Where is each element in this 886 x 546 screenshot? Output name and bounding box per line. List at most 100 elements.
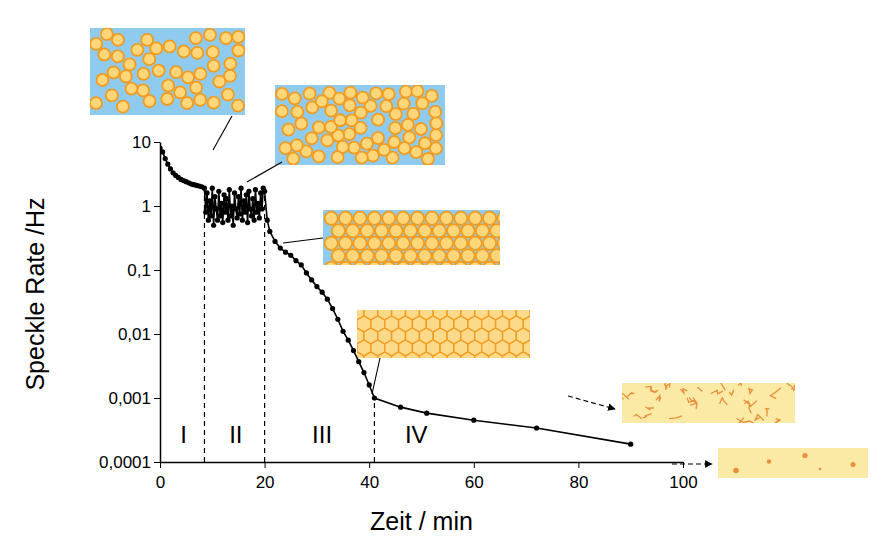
particle: [375, 224, 388, 237]
crack: [787, 383, 792, 390]
particle: [313, 121, 325, 133]
y-tick-label: 0,01: [118, 325, 151, 344]
data-point: [219, 201, 224, 206]
particle: [276, 105, 288, 117]
background: [0, 0, 886, 546]
dot: [802, 453, 807, 458]
crack: [656, 396, 661, 402]
crack: [680, 389, 687, 393]
particle: [430, 129, 442, 141]
y-tick: 0,0001: [99, 453, 160, 472]
hexagon: [357, 352, 364, 358]
crack: [635, 415, 642, 419]
y-tick-label: 10: [132, 133, 151, 152]
particle: [454, 237, 467, 250]
hexagon: [447, 352, 461, 358]
data-point: [242, 210, 247, 215]
x-tick: 40: [360, 462, 379, 492]
crack: [711, 391, 723, 394]
crack: [714, 383, 726, 390]
data-point: [163, 156, 168, 161]
crack: [738, 383, 741, 386]
data-point: [250, 196, 255, 201]
particle: [353, 262, 366, 265]
particle: [339, 212, 352, 225]
crack: [669, 416, 682, 419]
x-axis: 020406080100: [156, 462, 698, 492]
particle: [398, 98, 410, 110]
inset-background: [323, 210, 500, 265]
particle: [313, 150, 325, 162]
particle: [125, 83, 137, 95]
particle: [404, 249, 417, 262]
particle: [476, 249, 489, 262]
particle: [143, 95, 155, 107]
inset: [90, 28, 245, 115]
data-layer: [160, 146, 633, 447]
particle: [469, 262, 482, 265]
particle: [418, 249, 431, 262]
data-point: [628, 442, 633, 447]
particle: [325, 262, 338, 265]
x-tick-label: 20: [256, 473, 275, 492]
particle: [90, 97, 102, 109]
data-point: [299, 262, 304, 267]
particle: [411, 85, 423, 97]
data-point: [224, 196, 229, 201]
particle: [287, 153, 299, 165]
data-point: [424, 411, 429, 416]
dot: [851, 462, 856, 467]
particle: [400, 86, 412, 98]
particle: [112, 50, 124, 62]
data-point: [314, 284, 319, 289]
x-tick: 80: [569, 462, 588, 492]
data-point: [351, 348, 356, 353]
hexagon: [392, 352, 406, 358]
particle: [339, 262, 352, 265]
particle: [447, 249, 460, 262]
particle: [143, 53, 155, 65]
region-label: II: [229, 421, 242, 448]
particle: [469, 212, 482, 225]
particle: [367, 150, 379, 162]
data-point: [203, 210, 208, 215]
particle: [469, 237, 482, 250]
particle: [433, 249, 446, 262]
data-point: [356, 359, 361, 364]
particle: [389, 249, 402, 262]
particle: [191, 47, 203, 59]
data-point: [304, 270, 309, 275]
particle: [368, 262, 381, 265]
particle: [440, 237, 453, 250]
particle: [339, 237, 352, 250]
particle: [108, 66, 120, 78]
particle: [422, 153, 434, 165]
particle: [232, 100, 244, 112]
inset: [275, 85, 445, 165]
particle: [355, 122, 367, 134]
particle: [213, 76, 225, 88]
x-tick: 100: [669, 462, 697, 492]
y-axis-line: [160, 143, 162, 463]
y-tick-mark: [154, 334, 160, 335]
data-point: [278, 245, 283, 250]
data-point: [202, 186, 207, 191]
x-tick-label: 100: [669, 473, 697, 492]
particle: [279, 142, 291, 154]
y-tick-label: 0,001: [108, 389, 151, 408]
data-point: [283, 250, 288, 255]
particle: [382, 212, 395, 225]
data-point: [346, 338, 351, 343]
hexagon: [475, 352, 489, 358]
data-point: [534, 425, 539, 430]
data-point: [246, 189, 251, 194]
particle: [306, 132, 318, 144]
leader-line: [213, 116, 232, 150]
data-point: [233, 206, 238, 211]
arrow: [568, 396, 615, 409]
y-tick: 0,001: [108, 389, 160, 408]
particle: [461, 249, 474, 262]
particle: [353, 212, 366, 225]
crack: [720, 398, 728, 405]
particle: [368, 237, 381, 250]
